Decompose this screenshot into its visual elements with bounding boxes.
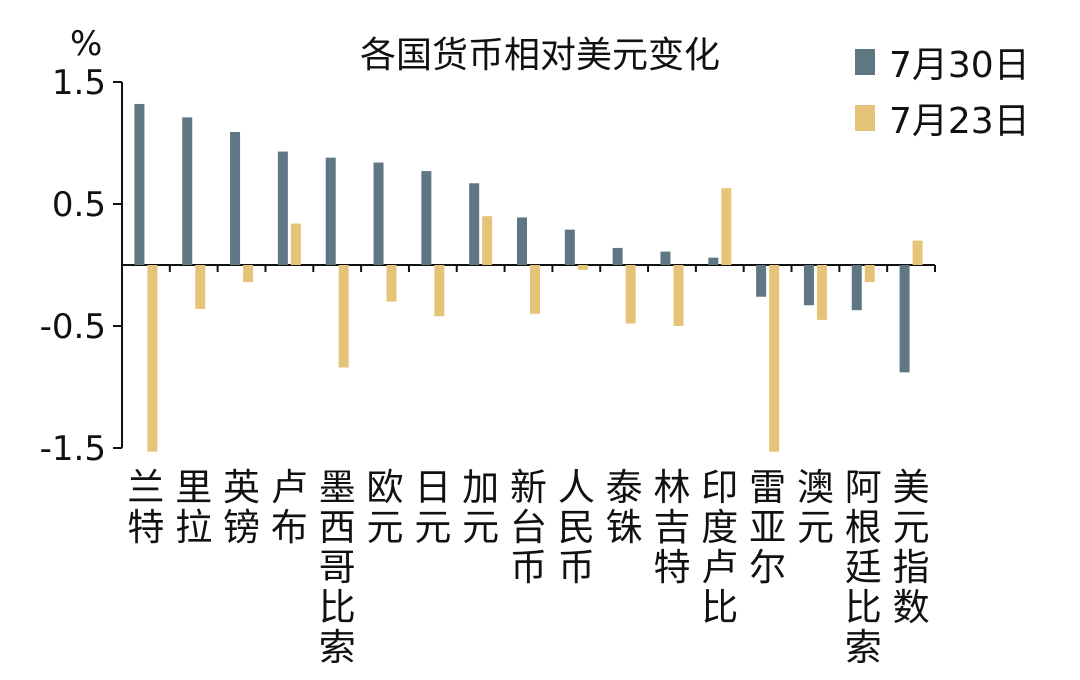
y-tick-label: -1.5: [40, 429, 106, 469]
y-tick-label: 0.5: [52, 185, 106, 225]
bar-series-1: [851, 265, 862, 311]
y-tick-label: -0.5: [40, 307, 106, 347]
legend-swatch-series-2: [855, 105, 875, 131]
x-tick-label: 加元: [462, 466, 499, 549]
bar-series-1: [803, 265, 814, 306]
bar-series-2: [912, 240, 923, 265]
x-tick-label: 美元指数: [893, 466, 930, 629]
x-tick-label: 泰铢: [606, 466, 643, 549]
bar-series-1: [182, 117, 193, 265]
bar-series-1: [277, 151, 288, 265]
bar-series-1: [517, 217, 527, 265]
bar-series-1: [230, 132, 241, 265]
legend-item-series-1: 7月30日: [855, 34, 1030, 90]
bar-series-1: [564, 229, 575, 265]
bar-series-2: [673, 265, 684, 326]
bar-series-1: [899, 265, 910, 373]
x-tick-label: 澳元: [797, 466, 834, 549]
bar-series-2: [338, 265, 349, 368]
x-tick-label: 卢布: [271, 466, 308, 549]
bar-series-2: [577, 265, 588, 270]
bar-series-2: [386, 265, 397, 302]
x-tick-label: 阿根廷比索: [845, 466, 882, 669]
bar-series-2: [530, 265, 540, 314]
bar-series-1: [373, 162, 384, 265]
x-tick-label: 林吉特: [653, 466, 690, 589]
bar-series-1: [708, 257, 719, 265]
x-tick-label: 新台币: [510, 466, 547, 589]
bar-series-2: [195, 265, 206, 309]
legend-item-series-2: 7月23日: [855, 90, 1030, 146]
legend-swatch-series-1: [855, 49, 875, 75]
x-tick-label: 雷亚尔: [749, 466, 786, 589]
bar-series-2: [625, 265, 636, 324]
bar-series-1: [660, 251, 671, 265]
bar-series-1: [469, 183, 480, 265]
bar-series-1: [612, 247, 623, 265]
x-tick-label: 墨西哥比索: [319, 466, 356, 669]
y-tick-label: 1.5: [52, 63, 106, 103]
x-tick-label: 里拉: [175, 466, 212, 549]
bar-series-2: [243, 265, 254, 283]
x-tick-label: 兰特: [127, 466, 164, 549]
bar-series-2: [290, 223, 301, 265]
bar-series-1: [325, 157, 336, 265]
x-tick-label: 英镑: [223, 466, 260, 549]
x-tick-label: 日元: [414, 466, 451, 549]
bar-series-2: [434, 265, 445, 317]
y-axis-unit-label: %: [70, 24, 103, 64]
bar-series-2: [721, 188, 732, 265]
bar-series-2: [482, 216, 493, 265]
bar-series-2: [147, 265, 158, 452]
chart-title: 各国货币相对美元变化: [359, 35, 720, 76]
legend: 7月30日 7月23日: [855, 34, 1030, 146]
x-tick-label: 人民币: [558, 466, 595, 589]
bar-series-2: [816, 265, 827, 320]
bar-series-1: [134, 103, 145, 266]
bar-series-1: [421, 171, 432, 265]
bar-series-2: [769, 265, 780, 452]
legend-label-series-1: 7月30日: [889, 45, 1030, 86]
x-tick-label: 印度卢比: [701, 466, 738, 629]
legend-label-series-2: 7月23日: [889, 101, 1030, 142]
x-tick-label: 欧元: [367, 466, 404, 549]
bar-series-2: [864, 265, 875, 283]
bar-series-1: [756, 265, 767, 297]
